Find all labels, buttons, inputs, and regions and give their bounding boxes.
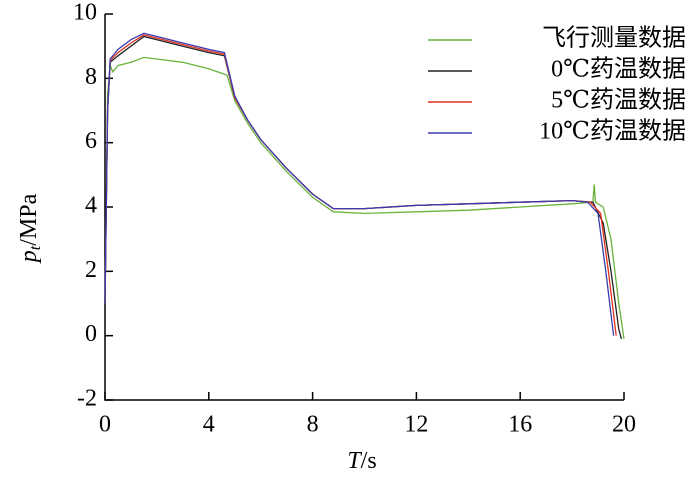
series-line xyxy=(104,56,625,339)
y-tick-label: 4 xyxy=(85,193,97,219)
x-tick-label: 16 xyxy=(508,412,532,438)
x-axis-label: T/s xyxy=(347,448,376,474)
axes xyxy=(104,14,624,401)
y-tick-label: 6 xyxy=(85,128,97,154)
x-tick-label: 4 xyxy=(203,412,215,438)
series-line xyxy=(104,34,617,336)
y-tick-label: 10 xyxy=(73,0,97,26)
y-label-symbol: p xyxy=(16,250,42,264)
x-label-symbol: T xyxy=(347,448,362,474)
y-tick-label: 0 xyxy=(85,321,97,347)
y-label-sub: t xyxy=(27,245,44,250)
y-tick-label: 8 xyxy=(85,64,97,90)
y-tick-label: -2 xyxy=(77,386,97,412)
series-line xyxy=(104,35,623,340)
x-tick-label: 8 xyxy=(307,412,319,438)
y-axis-label: pt/MPa xyxy=(16,193,44,264)
y-tick-label: 2 xyxy=(85,257,97,283)
x-label-unit: /s xyxy=(361,448,377,474)
x-tick-label: 0 xyxy=(99,412,111,438)
legend-label: 飞行测量数据 xyxy=(542,25,686,52)
legend-label: 5℃药温数据 xyxy=(551,87,686,114)
legend-label: 10℃药温数据 xyxy=(539,118,686,145)
x-tick-label: 20 xyxy=(612,412,636,438)
legend-label: 0℃药温数据 xyxy=(551,56,686,83)
x-tick-label: 12 xyxy=(404,412,428,438)
series-line xyxy=(104,32,615,336)
y-label-unit: /MPa xyxy=(16,193,42,245)
